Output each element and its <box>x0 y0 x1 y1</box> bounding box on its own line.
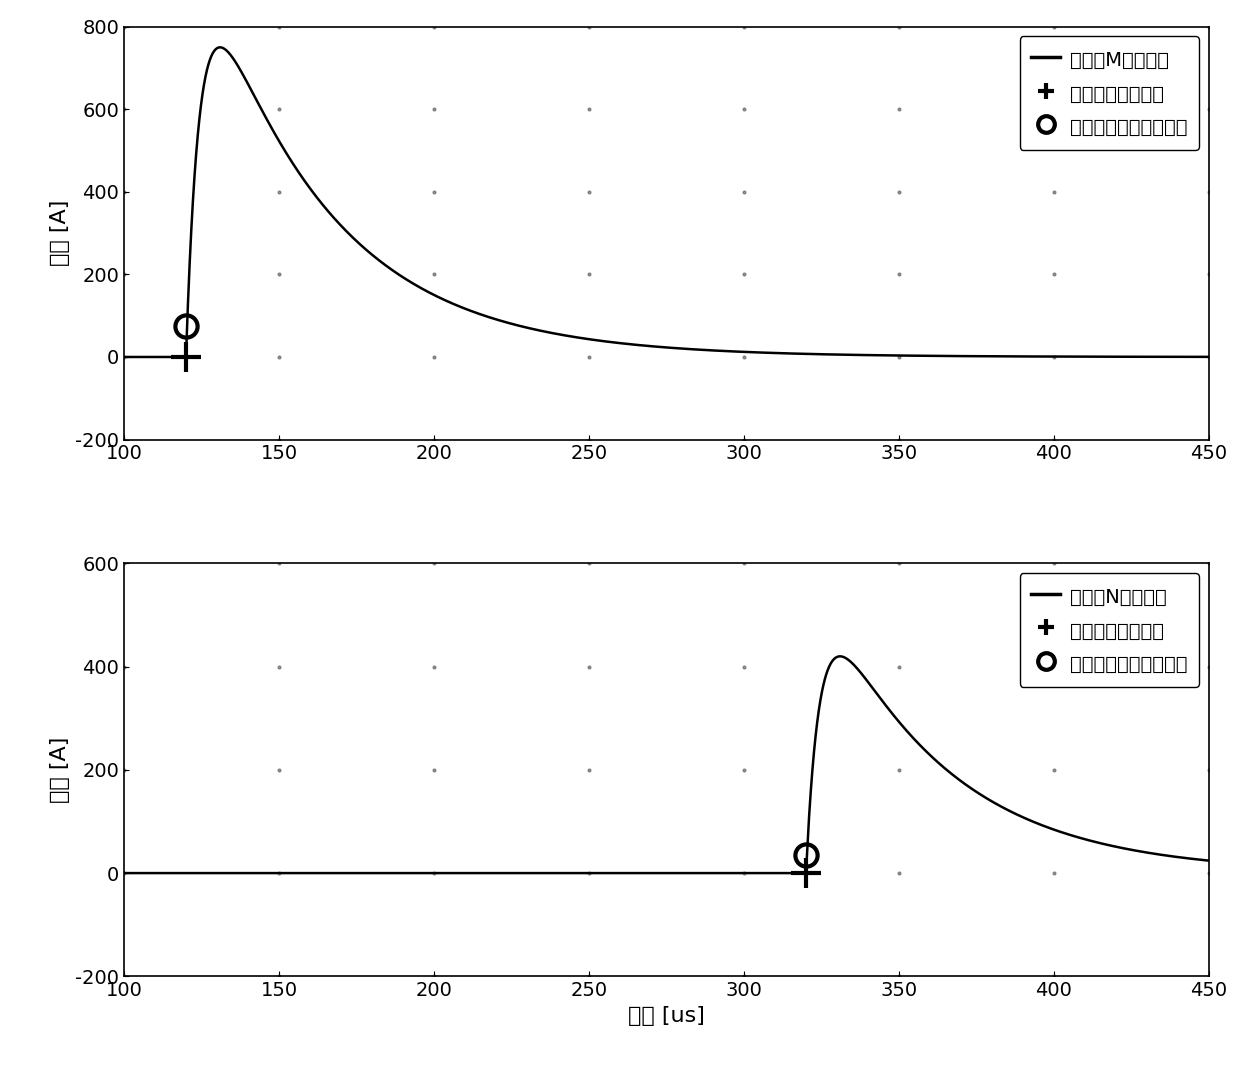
测量点M行波信号 <box>330 214 345 227</box>
Line: 测量点M行波信号: 测量点M行波信号 <box>124 47 1209 357</box>
测量点N行波信号 <box>122 866 136 879</box>
测量点N行波信号 <box>1202 855 1216 867</box>
测量点M行波信号 <box>647 340 662 353</box>
测量点M行波信号 <box>122 351 136 364</box>
Legend: 测量点M行波信号, 本专利所得起始点, 小波分析法所得起始点: 测量点M行波信号, 本专利所得起始点, 小波分析法所得起始点 <box>1019 36 1199 150</box>
测量点M行波信号 <box>117 351 131 364</box>
测量点M行波信号 <box>161 351 176 364</box>
测量点N行波信号 <box>832 650 847 663</box>
Y-axis label: 电流 [A]: 电流 [A] <box>50 200 69 267</box>
测量点M行波信号 <box>181 274 196 287</box>
测量点N行波信号 <box>647 866 662 879</box>
测量点N行波信号 <box>181 866 196 879</box>
测量点N行波信号 <box>1145 847 1159 860</box>
测量点M行波信号 <box>212 41 227 53</box>
Y-axis label: 电流 [A]: 电流 [A] <box>50 736 69 803</box>
测量点N行波信号 <box>161 866 176 879</box>
Line: 测量点N行波信号: 测量点N行波信号 <box>124 656 1209 873</box>
测量点M行波信号 <box>1202 350 1216 363</box>
X-axis label: 时间 [us]: 时间 [us] <box>629 1006 704 1025</box>
Legend: 测量点N行波信号, 本专利所得起始点, 小波分析法所得起始点: 测量点N行波信号, 本专利所得起始点, 小波分析法所得起始点 <box>1019 573 1199 687</box>
测量点M行波信号 <box>1145 350 1159 363</box>
测量点N行波信号 <box>330 866 345 879</box>
测量点N行波信号 <box>117 866 131 879</box>
